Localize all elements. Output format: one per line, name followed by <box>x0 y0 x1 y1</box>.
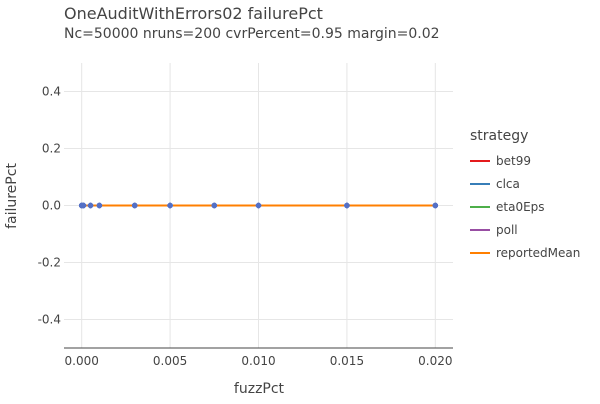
data-point-reportedMean <box>87 202 94 209</box>
legend-label: reportedMean <box>496 246 580 260</box>
legend-item-bet99: bet99 <box>470 154 531 168</box>
axis-layer: 0.000 0.005 0.010 0.015 0.020 -0.4 -0.2 0.0 0.2 0… <box>38 85 453 368</box>
legend-item-eta0Eps: eta0Eps <box>470 200 545 214</box>
data-point-reportedMean <box>167 202 173 209</box>
chart-title: OneAuditWithErrors02 failurePct <box>64 4 323 23</box>
data-point-reportedMean <box>211 202 218 209</box>
y-tick-label: 0.4 <box>42 85 61 99</box>
legend: strategy bet99 clca eta0Eps poll reportedMea… <box>470 128 580 260</box>
y-tick-label: -0.4 <box>38 313 61 327</box>
x-tick-label: 0.020 <box>418 354 452 368</box>
data-point-reportedMean <box>131 202 138 209</box>
legend-item-reportedMean: reportedMean <box>470 246 580 260</box>
y-tick-label: -0.2 <box>38 256 61 270</box>
x-axis-label: fuzzPct <box>234 381 285 397</box>
legend-title: strategy <box>470 128 528 144</box>
legend-item-clca: clca <box>470 177 520 191</box>
y-tick-label: 0.0 <box>42 199 61 213</box>
legend-label: eta0Eps <box>496 200 545 214</box>
data-point-reportedMean <box>80 202 87 209</box>
data-point-reportedMean <box>344 202 350 209</box>
legend-label: bet99 <box>496 154 531 168</box>
chart-subtitle: Nc=50000 nruns=200 cvrPercent=0.95 margi… <box>64 26 440 42</box>
y-tick-label: 0.2 <box>42 142 61 156</box>
x-tick-label: 0.000 <box>65 354 99 368</box>
data-point-reportedMean <box>432 202 439 209</box>
marker-layer <box>78 202 439 209</box>
legend-label: clca <box>496 177 520 191</box>
y-axis-label: failurePct <box>4 163 20 229</box>
x-tick-label: 0.010 <box>241 354 275 368</box>
data-point-reportedMean <box>255 202 262 209</box>
x-tick-label: 0.005 <box>153 354 187 368</box>
legend-item-poll: poll <box>470 223 518 237</box>
x-tick-label: 0.015 <box>330 354 364 368</box>
data-point-reportedMean <box>96 202 103 209</box>
legend-items: bet99 clca eta0Eps poll reportedMean <box>470 154 580 260</box>
legend-label: poll <box>496 223 518 237</box>
